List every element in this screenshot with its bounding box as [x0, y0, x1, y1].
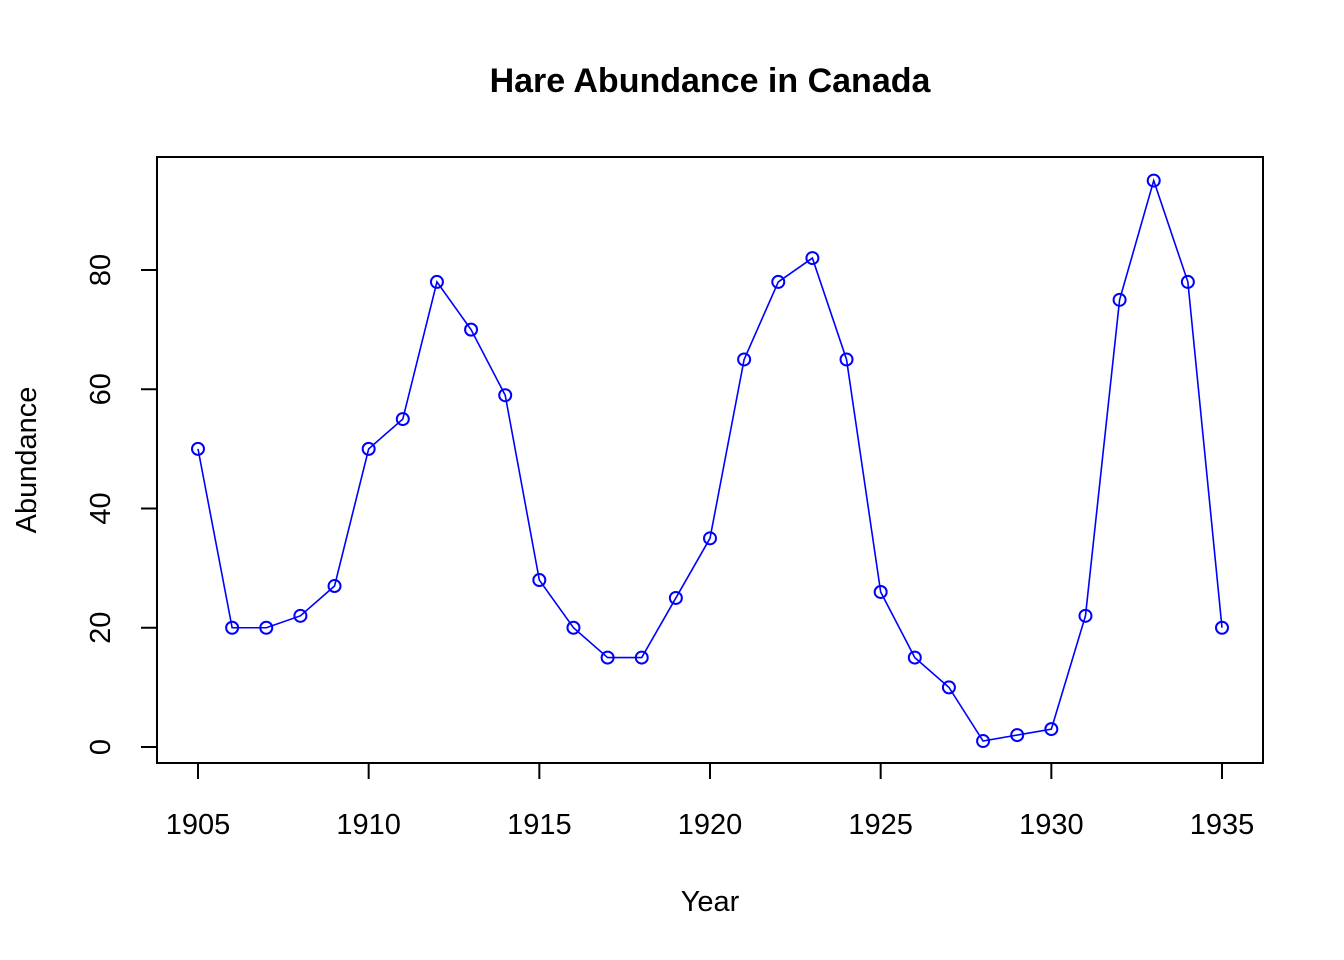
- y-tick-label: 0: [85, 739, 117, 755]
- x-tick-label: 1905: [166, 809, 231, 841]
- x-tick-label: 1930: [1019, 809, 1084, 841]
- data-point: [532, 573, 547, 588]
- data-point: [1010, 728, 1025, 743]
- data-point: [1078, 608, 1093, 623]
- data-point: [1044, 722, 1059, 737]
- data-point: [464, 322, 479, 337]
- data-point: [839, 352, 854, 367]
- data-point: [395, 412, 410, 427]
- x-tick-label: 1910: [336, 809, 401, 841]
- data-point: [293, 608, 308, 623]
- chart-title: Hare Abundance in Canada: [490, 62, 932, 100]
- x-axis-label: Year: [681, 886, 740, 918]
- plot-area-border: [156, 156, 1264, 764]
- data-point: [941, 680, 956, 695]
- data-point: [429, 274, 444, 289]
- x-tick-label: 1915: [507, 809, 572, 841]
- data-point: [259, 620, 274, 635]
- data-point: [703, 531, 717, 546]
- y-axis-label: Abundance: [11, 387, 43, 534]
- data-point: [225, 620, 240, 635]
- data-point: [634, 650, 649, 665]
- data-point: [361, 441, 376, 456]
- y-axis: 0 20 40 60 80: [85, 254, 158, 755]
- data-point: [805, 251, 820, 266]
- x-tick-label: 1920: [678, 809, 743, 841]
- series-line: [197, 177, 1223, 742]
- data-point: [327, 579, 342, 594]
- data-point: [1180, 274, 1195, 289]
- x-axis: 1905 1910 1915 1920 1925 1930 1935: [166, 762, 1255, 841]
- data-point: [566, 620, 581, 635]
- y-tick-label: 80: [85, 254, 117, 286]
- data-point: [907, 650, 922, 665]
- data-point: [1112, 292, 1127, 307]
- data-point: [737, 352, 752, 367]
- y-tick-label: 20: [85, 612, 117, 644]
- data-point: [1146, 173, 1161, 188]
- x-tick-label: 1935: [1190, 809, 1255, 841]
- data-point: [976, 734, 991, 749]
- data-point: [873, 584, 888, 599]
- data-point: [600, 650, 615, 665]
- data-point: [191, 441, 205, 456]
- y-tick-label: 60: [85, 373, 117, 405]
- y-tick-label: 40: [85, 492, 117, 524]
- data-point: [1215, 620, 1229, 635]
- data-point: [771, 274, 786, 289]
- data-point: [498, 388, 513, 403]
- data-point: [668, 590, 683, 605]
- data-series: [191, 173, 1229, 749]
- x-tick-label: 1925: [848, 809, 913, 841]
